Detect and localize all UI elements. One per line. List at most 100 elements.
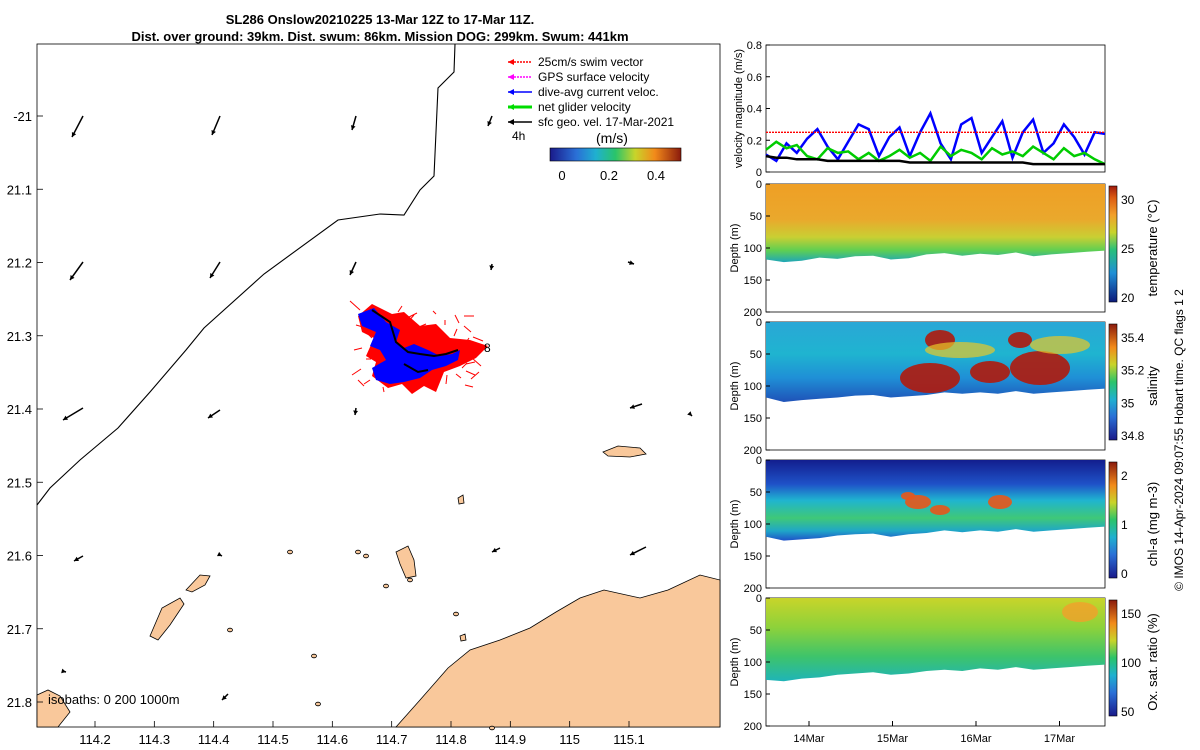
- salinity-mid-patch: [1030, 336, 1090, 354]
- arrow-head: [630, 550, 635, 556]
- isobath-line: [36, 43, 456, 506]
- mainland-shape: [395, 574, 721, 728]
- depth-axis-label: Depth (m): [729, 362, 741, 411]
- swim-vector: [349, 300, 361, 311]
- swim-vector: [432, 310, 437, 315]
- depth-tick-label: 150: [744, 551, 762, 563]
- colorbar-tick-label: 0: [1121, 567, 1128, 581]
- island-shape: [457, 494, 465, 505]
- salinity-mid-patch: [925, 342, 995, 358]
- islet-shape: [407, 577, 413, 583]
- chl-max-patch: [930, 505, 950, 515]
- salinity-high-patch: [900, 363, 960, 393]
- arrow-head: [349, 270, 355, 275]
- map-x-tick-label: 114.5: [257, 732, 289, 747]
- swim-vector: [442, 344, 445, 347]
- colorbar-tick-label: 0: [558, 168, 565, 183]
- legend-label: sfc geo. vel. 17-Mar-2021: [538, 115, 674, 129]
- swim-vector: [430, 334, 436, 337]
- swim-vector: [424, 331, 430, 342]
- islet-shape: [311, 653, 317, 659]
- arrow-head: [74, 556, 79, 561]
- section-heatmap: [766, 184, 1105, 263]
- swim-vector: [397, 305, 403, 313]
- map-x-tick-label: 114.6: [317, 732, 349, 747]
- copyright-note-box: © IMOS 14-Apr-2024 09:07:55 Hobart time.…: [1164, 160, 1194, 720]
- colorbar-tick-label: 0.2: [600, 168, 618, 183]
- swim-vector: [367, 333, 373, 339]
- swim-vector: [406, 314, 415, 324]
- map-y-tick-label: 21.8: [7, 695, 32, 710]
- arrow-head: [350, 125, 356, 130]
- map-x-tick-label: 114.3: [139, 732, 171, 747]
- island-shape: [459, 633, 467, 642]
- depth-tick-label: 200: [744, 445, 762, 457]
- depth-tick-label: 200: [744, 583, 762, 595]
- chl-max-patch: [901, 492, 915, 500]
- colorbar-unit: (m/s): [596, 130, 628, 146]
- island-shape: [36, 689, 71, 728]
- section-colorbar: [1108, 323, 1118, 441]
- islet-shape: [315, 701, 321, 707]
- colorbar-tick-label: 20: [1121, 291, 1135, 305]
- swim-vector: [357, 379, 365, 387]
- swim-vector: [391, 317, 397, 322]
- map-x-tick-label: 114.8: [435, 732, 467, 747]
- colorbar-tick-label: 30: [1121, 193, 1135, 207]
- islet-shape: [383, 583, 389, 589]
- velocity-y-tick-label: 0: [756, 167, 762, 179]
- depth-axis-label: Depth (m): [729, 638, 741, 687]
- arrow-head: [63, 415, 68, 420]
- isobaths-label: isobaths: 0 200 1000m: [48, 692, 180, 707]
- map-panel: 114.2 114.3 114.4 114.5 114.6 114.7 114.8 114.9…: [7, 43, 721, 747]
- depth-tick-label: 200: [744, 721, 762, 733]
- time-tick-label: 17Mar: [1044, 733, 1076, 745]
- swim-vector: [445, 374, 448, 385]
- island-shape: [185, 574, 211, 593]
- velocity-y-tick-label: 0.4: [747, 104, 762, 116]
- swim-vector: [465, 370, 476, 376]
- depth-tick-label: 0: [756, 317, 762, 329]
- swim-vector: [351, 368, 362, 376]
- map-x-tick-label: 114.2: [79, 732, 111, 747]
- colorbar-tick-label: 150: [1121, 607, 1141, 621]
- swim-vector: [464, 384, 474, 388]
- velocity-y-tick-label: 0.8: [747, 40, 762, 52]
- map-track-label: 8: [484, 341, 491, 355]
- colorbar-tick-label: 35.4: [1121, 331, 1145, 345]
- swim-vector: [363, 379, 371, 385]
- swim-vector: [409, 338, 421, 341]
- swim-vector: [465, 361, 476, 365]
- depth-tick-label: 150: [744, 689, 762, 701]
- depth-tick-label: 100: [744, 519, 762, 531]
- depth-tick-label: 50: [750, 211, 762, 223]
- section-colorbar: [1108, 461, 1118, 579]
- colorbar-label: Ox. sat. ratio (%): [1145, 613, 1160, 711]
- arrow-head: [210, 273, 215, 278]
- swim-vector: [462, 337, 470, 348]
- legend-label: dive-avg current veloc.: [538, 85, 659, 99]
- depth-axis-label: Depth (m): [729, 500, 741, 549]
- colorbar-tick-label: 1: [1121, 518, 1128, 532]
- colorbar-tick-label: 34.8: [1121, 429, 1145, 443]
- legend-label: GPS surface velocity: [538, 70, 649, 84]
- islet-shape: [287, 549, 293, 555]
- swim-vector: [382, 386, 385, 393]
- velocity-series-line: [765, 110, 1106, 163]
- figure-title: SL286 Onslow20210225 13-Mar 12Z to 17-Ma…: [0, 11, 760, 45]
- velocity-y-tick-label: 0.2: [747, 135, 762, 147]
- swim-vector: [472, 336, 484, 342]
- colorbar-tick-label: 35.2: [1121, 364, 1145, 378]
- salinity-high-patch: [970, 361, 1010, 383]
- time-tick-label: 14Mar: [793, 733, 825, 745]
- arrow-head: [492, 547, 497, 553]
- time-tick-label: 15Mar: [877, 733, 909, 745]
- swim-vector: [355, 324, 364, 328]
- swim-vector: [353, 347, 363, 351]
- island-shape: [149, 597, 185, 641]
- swim-vector: [470, 371, 480, 380]
- depth-tick-label: 100: [744, 243, 762, 255]
- colorbar-tick-label: 25: [1121, 242, 1135, 256]
- map-y-tick-label: 21.2: [7, 256, 32, 271]
- colorbar-label: chl-a (mg m-3): [1145, 482, 1160, 567]
